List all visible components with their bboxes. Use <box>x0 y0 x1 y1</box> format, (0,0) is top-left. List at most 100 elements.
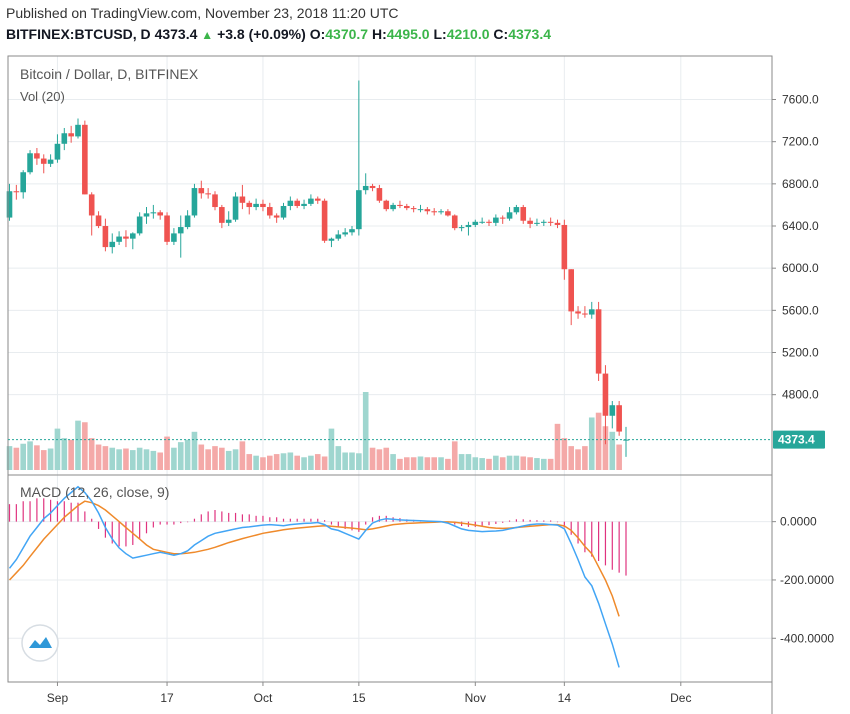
candle-body <box>397 204 403 206</box>
volume-bar <box>246 454 253 470</box>
volume-bar <box>191 431 198 470</box>
candle-body <box>451 215 458 229</box>
candle-body <box>582 313 588 315</box>
volume-bar <box>616 444 622 470</box>
time-tick-label: Dec <box>670 691 691 705</box>
candle-body <box>616 405 622 432</box>
volume-bar <box>417 456 424 470</box>
candle-body <box>273 215 280 218</box>
volume-bar <box>287 452 294 470</box>
candle-body <box>541 221 547 223</box>
macd-tick-label: 0.0000 <box>780 515 817 529</box>
candle-body <box>506 212 513 219</box>
candle-body <box>554 222 561 225</box>
volume-bar <box>123 448 129 470</box>
candle-body <box>40 158 47 164</box>
volume-bar <box>40 450 47 470</box>
macd-lines <box>8 485 620 668</box>
high-label: H: <box>371 26 387 42</box>
volume-bar <box>431 457 437 470</box>
volume-bar <box>438 457 444 470</box>
volume-bar <box>136 447 143 470</box>
candle-body <box>404 205 410 209</box>
candle-body <box>102 226 109 248</box>
candle-body <box>191 188 198 216</box>
volume-bar <box>390 454 396 470</box>
volume-bar <box>602 426 609 470</box>
candle-body <box>205 193 211 195</box>
candle-body <box>27 153 33 173</box>
price-tick-label: 4800.0 <box>782 388 819 402</box>
volume-bar <box>109 447 116 470</box>
volume-bar <box>102 446 109 470</box>
volume-bar <box>301 457 307 470</box>
volume-bar <box>486 458 492 470</box>
volume-bar <box>493 455 499 470</box>
volume-bar <box>424 457 431 470</box>
price-tick-label: 6800.0 <box>782 177 819 191</box>
volume-bar <box>164 436 170 470</box>
candle-body <box>95 215 102 227</box>
volume-bar <box>404 457 410 470</box>
candle-body <box>232 196 239 220</box>
volume-bar <box>75 420 81 470</box>
candle-body <box>417 209 424 211</box>
volume-bar <box>219 447 225 470</box>
time-axis[interactable]: Sep 17 Oct 15 Nov 14 Dec <box>47 682 692 705</box>
volume-bar <box>472 457 479 470</box>
published-caption: Published on TradingView.com, November 2… <box>6 5 399 21</box>
volume-bar <box>582 446 588 470</box>
volume-bar <box>61 438 68 470</box>
candle-body <box>177 227 184 234</box>
volume-bar <box>445 458 451 470</box>
low-value: 4210.0 <box>446 26 490 42</box>
price-axis[interactable]: 7600.0 7200.0 6800.0 6400.0 6000.0 5600.0 5200… <box>772 93 819 402</box>
volume-bar <box>527 457 533 470</box>
candle-body <box>527 220 533 224</box>
price-badge-text: 4373.4 <box>778 433 815 447</box>
macd-axis[interactable]: 0.0000 -200.0000 -400.0000 <box>772 515 834 646</box>
candle-body <box>260 203 266 208</box>
candle-body <box>294 200 300 206</box>
candle-body <box>116 236 122 242</box>
volume-bar <box>479 458 485 470</box>
candle-body <box>123 236 129 239</box>
candle-body <box>184 215 191 228</box>
macd-label: MACD (12, 26, close, 9) <box>20 484 169 500</box>
candle-body <box>458 227 465 229</box>
volume-bar <box>130 450 136 470</box>
candle-body <box>513 207 520 213</box>
price-tick-label: 6000.0 <box>782 261 819 275</box>
candle-body <box>54 143 61 160</box>
volume-bar <box>397 458 403 470</box>
high-value: 4495.0 <box>386 26 430 42</box>
price-tick-label: 7200.0 <box>782 135 819 149</box>
volume-bar <box>273 454 280 470</box>
volume-bar <box>369 447 376 470</box>
time-tick-label: 17 <box>160 691 174 705</box>
candle-body <box>246 202 253 208</box>
volume-bar <box>458 454 465 470</box>
volume-bars <box>6 392 622 470</box>
close-value: 4373.4 <box>508 26 552 42</box>
volume-bar <box>267 455 273 470</box>
candle-body <box>212 194 218 208</box>
volume-bar <box>177 442 184 470</box>
volume-bar <box>54 428 61 470</box>
volume-bar <box>410 457 417 470</box>
volume-bar <box>239 441 246 470</box>
candle-body <box>561 224 568 270</box>
volume-bar <box>260 457 266 470</box>
volume-bar <box>157 452 163 470</box>
candle-body <box>130 233 136 239</box>
volume-bar <box>506 455 513 470</box>
volume-bar <box>349 452 355 470</box>
volume-bar <box>116 449 122 470</box>
last-price: 4373.4 <box>154 26 198 42</box>
volume-bar <box>308 455 314 470</box>
tradingview-logo-icon[interactable] <box>21 624 59 662</box>
volume-bar <box>13 447 20 470</box>
volume-bar <box>499 457 506 470</box>
candle-body <box>595 309 602 374</box>
